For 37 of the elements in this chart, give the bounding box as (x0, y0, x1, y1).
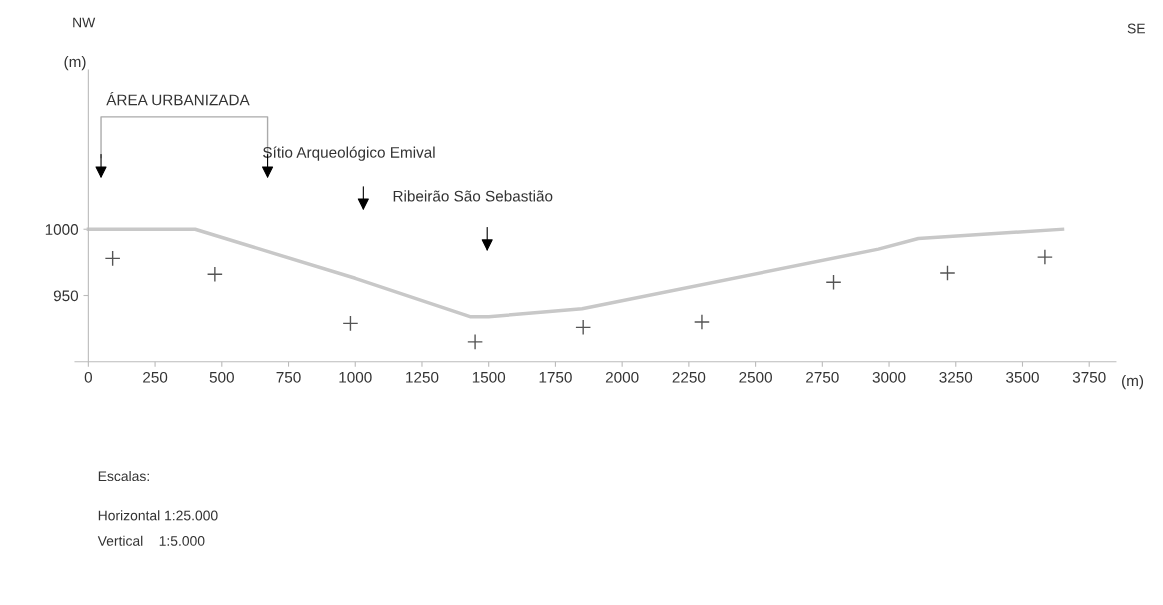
x-tick-label: 1000 (339, 371, 372, 383)
point (104, 250, 121, 267)
x-tick-label: 3250 (939, 371, 973, 383)
point (1036, 249, 1053, 266)
x-axis-title: (m) (1122, 374, 1144, 390)
x-tick-label: 1750 (539, 371, 572, 383)
x-tick-label: 2750 (806, 371, 839, 383)
annotation: ÁREA URBANIZADA (106, 91, 250, 106)
point (206, 266, 223, 283)
x-tick-label: 3000 (872, 371, 906, 383)
point (342, 315, 359, 332)
text: Horizontal 1:25.000 (98, 510, 218, 521)
text: NW (73, 17, 96, 28)
text: SE (1127, 23, 1145, 34)
text: Vertical 1:5.000 (97, 535, 205, 546)
x-tick-label: 0 (84, 371, 93, 383)
annotation: Ribeirão São Sebastião (393, 190, 553, 202)
x-tick-label: 1500 (472, 371, 506, 383)
x-tick-label: 250 (143, 371, 168, 383)
x-tick-label: 500 (209, 371, 234, 383)
annotation: Sítio Arqueológico Emival (263, 146, 435, 161)
line-series (86, 227, 1065, 319)
point (467, 333, 484, 350)
x-tick-label: 750 (276, 371, 301, 383)
text: Escalas: (98, 470, 149, 482)
point (825, 274, 842, 291)
x-tick-label: 2500 (739, 371, 772, 383)
point (939, 265, 956, 281)
x-tick-label: 2000 (605, 371, 639, 383)
y-axis-title: (m) (64, 55, 86, 71)
point (575, 319, 592, 336)
x-tick-label: 1250 (406, 371, 439, 383)
point (693, 314, 710, 331)
x-tick-label: 3500 (1006, 371, 1039, 383)
x-tick-label: 3750 (1072, 371, 1106, 383)
y-tick-label: 950 (53, 290, 79, 302)
x-tick-label: 2250 (672, 371, 706, 383)
